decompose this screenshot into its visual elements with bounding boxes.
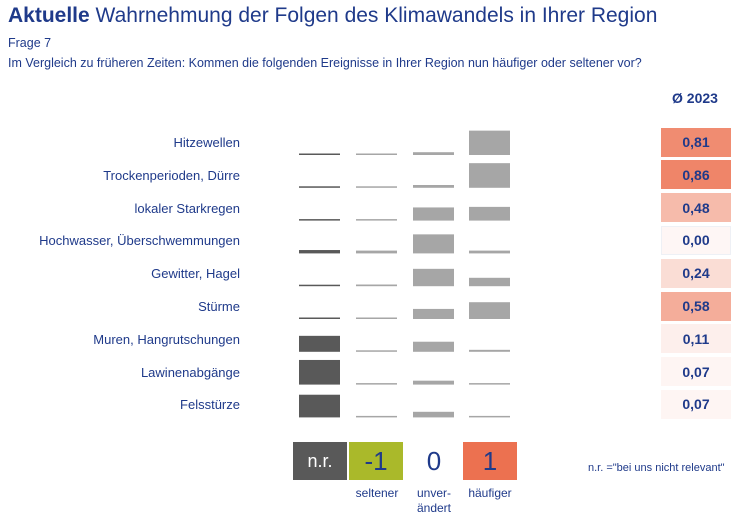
title-bold: Aktuelle (8, 4, 90, 27)
bar-minus1 (356, 284, 397, 287)
bar-nr (299, 284, 340, 287)
bar-nr (299, 317, 340, 319)
row-label: lokaler Starkregen (134, 200, 241, 216)
bar-minus1 (356, 219, 397, 221)
bar-zero (413, 308, 454, 319)
row-label: Stürme (198, 299, 240, 314)
average-value: 0,58 (661, 291, 731, 321)
legend-one: 1 (463, 442, 517, 480)
bar-zero (413, 341, 454, 352)
bar-one (469, 302, 510, 319)
chart-title: Aktuelle Wahrnehmung der Folgen des Klim… (8, 4, 657, 28)
legend-caption-unveraendert: unver- ändert (405, 486, 463, 516)
question-text: Im Vergleich zu früheren Zeiten: Kommen … (8, 56, 642, 70)
bar-zero (413, 207, 454, 221)
bar-one (469, 349, 510, 352)
average-value: 0,00 (661, 225, 731, 255)
row-label: Lawinenabgänge (140, 364, 240, 380)
bar-one (469, 163, 510, 188)
bar-minus1 (356, 153, 397, 155)
row-label: Gewitter, Hagel (151, 266, 240, 282)
chart-subtitle: Frage 7 (8, 36, 52, 50)
legend-caption-unveraendert-1: unver- (416, 486, 451, 500)
row-label: Trockenperioden, Dürre (103, 167, 240, 183)
row-label: Hochwasser, Überschwemmungen (39, 233, 240, 249)
bar-one (469, 130, 510, 155)
bar-minus1 (356, 250, 397, 254)
average-value: 0,48 (661, 193, 731, 223)
average-column-header: Ø 2023 (672, 90, 718, 106)
bar-one (469, 250, 510, 254)
average-value: 0,07 (661, 357, 731, 387)
average-value: 0,86 (661, 160, 731, 190)
bar-minus1 (356, 186, 397, 188)
legend-note: n.r. ="bei uns nicht relevant" (588, 462, 725, 474)
bar-chart (299, 130, 510, 418)
average-value: 0,81 (661, 127, 731, 157)
bar-nr (299, 186, 340, 188)
average-value: 0,11 (661, 324, 731, 354)
bar-nr (299, 250, 340, 254)
bar-one (469, 383, 510, 385)
legend-caption-haeufiger: häufiger (468, 486, 512, 500)
bar-nr (299, 359, 340, 385)
bar-minus1 (356, 317, 397, 319)
bar-nr (299, 335, 340, 352)
bar-minus1 (356, 415, 397, 418)
bar-zero (413, 411, 454, 418)
legend-zero: 0 (407, 442, 461, 480)
bar-minus1 (356, 350, 397, 352)
title-rest: Wahrnehmung der Folgen des Klimawandels … (89, 4, 658, 27)
bar-zero (413, 268, 454, 287)
bar-zero (413, 234, 454, 254)
bar-zero (413, 185, 454, 188)
average-value: 0,07 (661, 389, 731, 419)
bar-nr (299, 394, 340, 418)
bar-one (469, 277, 510, 287)
bar-zero (413, 380, 454, 385)
row-label: Hitzewellen (173, 135, 240, 150)
row-label: Felsstürze (180, 397, 240, 413)
bar-one (469, 415, 510, 418)
bar-nr (299, 219, 340, 221)
legend-nr: n.r. (293, 442, 347, 480)
average-value: 0,24 (661, 258, 731, 288)
legend-minus-one: -1 (349, 442, 403, 480)
legend-caption-seltener: seltener (355, 486, 399, 500)
bar-nr (299, 153, 340, 155)
bar-zero (413, 152, 454, 155)
bar-one (469, 206, 510, 221)
legend-caption-unveraendert-2: ändert (416, 501, 452, 515)
row-label: Muren, Hangrutschungen (93, 331, 240, 347)
bar-minus1 (356, 383, 397, 385)
